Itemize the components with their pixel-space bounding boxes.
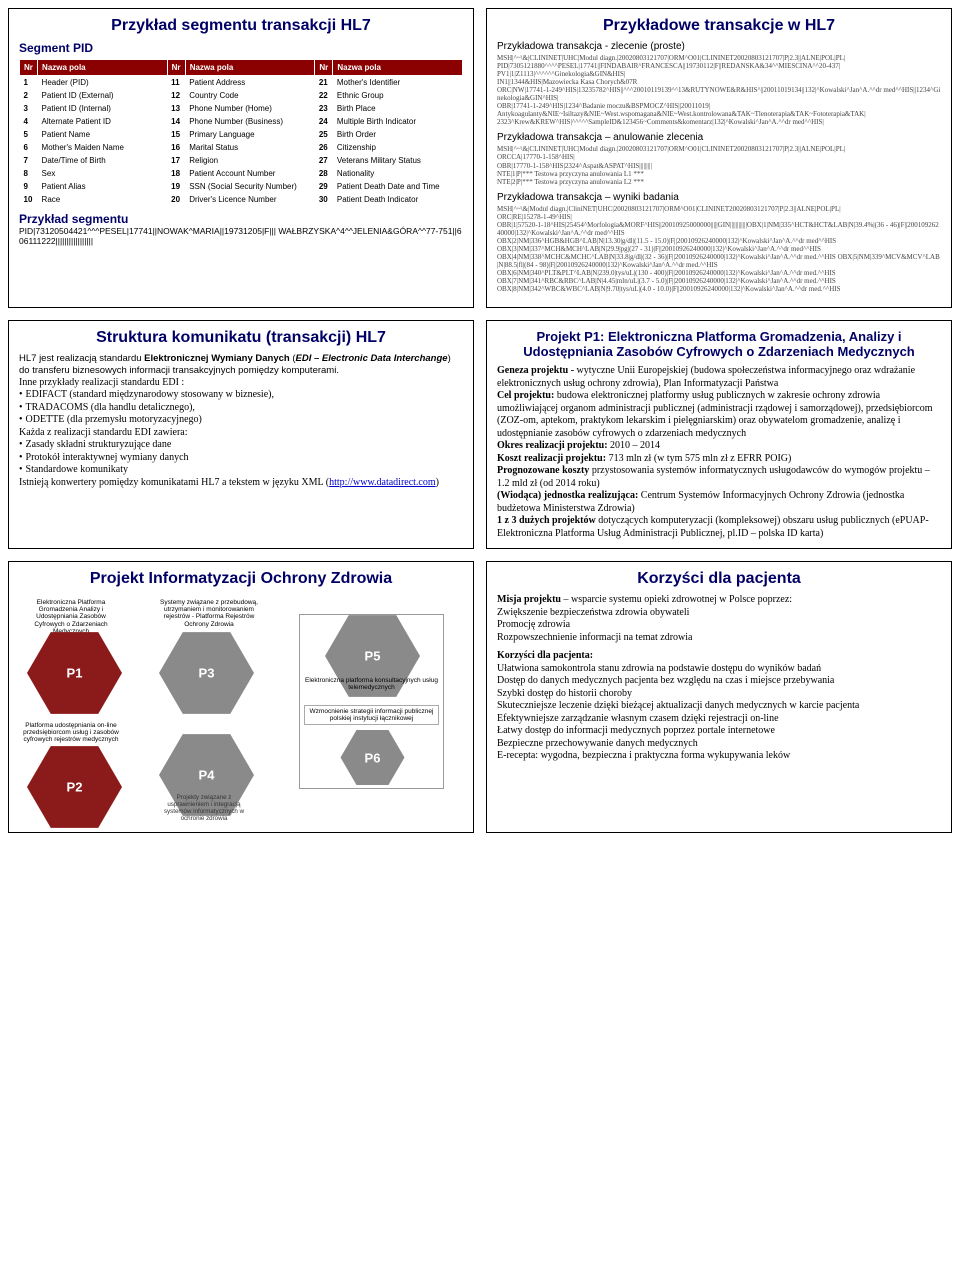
- s3-line2: Inne przykłady realizacji standardu EDI …: [19, 377, 463, 390]
- slide-struktura: Struktura komunikatu (transakcji) HL7 HL…: [8, 320, 474, 549]
- p1-caption: Elektroniczna Platforma Gromadzenia Anal…: [21, 599, 121, 635]
- benefit-line: Rozpowszechnienie informacji na temat zd…: [497, 632, 941, 645]
- benefit-line: Dostęp do danych medycznych pacjenta bez…: [497, 675, 941, 688]
- table-row: 10Race20Driver's Licence Number30Patient…: [20, 193, 463, 206]
- table-row: 6Mother's Maiden Name16Marital Status26C…: [20, 141, 463, 154]
- table-row: 1Header (PID)11Patient Address21Mother's…: [20, 76, 463, 90]
- hexagon-diagram: Elektroniczna Platforma Gromadzenia Anal…: [19, 594, 463, 824]
- p4-caption: Projekty związane z usprawnieniem i inte…: [159, 794, 249, 822]
- slide-projekt-informatyzacji: Projekt Informatyzacji Ochrony Zdrowia E…: [8, 561, 474, 833]
- p6-caption: Wzmocnienie strategii informacji publicz…: [304, 705, 439, 725]
- list-item: ODETTE (dla przemysłu motoryzacyjnego): [19, 414, 463, 427]
- seg-example-label: Przykład segmentu: [19, 212, 128, 226]
- p3-caption: Systemy związane z przebudową, utrzymani…: [154, 599, 264, 628]
- benefit-line: Zwiększenie bezpieczeństwa zdrowia obywa…: [497, 607, 941, 620]
- slide1-subtitle: Segment PID: [19, 41, 463, 55]
- table-header: Nazwa pola: [185, 60, 315, 76]
- benefit-line: Bezpieczne przechowywanie danych medyczn…: [497, 738, 941, 751]
- benefit-line: Łatwy dostęp do informacji medycznych po…: [497, 725, 941, 738]
- list-item: Protokół interaktywnej wymiany danych: [19, 452, 463, 465]
- hex-p4: P4 Projekty związane z usprawnieniem i i…: [159, 734, 254, 816]
- benefit-line: Szybki dostęp do historii choroby: [497, 688, 941, 701]
- slide-projekt-p1: Projekt P1: Elektroniczna Platforma Grom…: [486, 320, 952, 549]
- slide3-title: Struktura komunikatu (transakcji) HL7: [19, 329, 463, 347]
- hex-p1: P1: [27, 632, 122, 714]
- benefit-line: E-recepta: wygodna, bezpieczna i praktyc…: [497, 750, 941, 763]
- t2-code: MSH|^~\&|CLININET|UHC|Modul diagn.|20020…: [497, 145, 941, 185]
- t2-label: Przykładowa transakcja – anulowanie zlec…: [497, 132, 941, 143]
- list-item: Zasady składni strukturyzujące dane: [19, 439, 463, 452]
- hex-p6: P6: [325, 730, 420, 785]
- slide6-title: Korzyści dla pacjenta: [497, 570, 941, 588]
- slide2-title: Przykładowe transakcje w HL7: [497, 17, 941, 35]
- table-row: 4Alternate Patient ID14Phone Number (Bus…: [20, 115, 463, 128]
- table-row: 7Date/Time of Birth17Religion27Veterans …: [20, 154, 463, 167]
- table-header: Nr: [20, 60, 38, 76]
- table-header: Nazwa pola: [38, 60, 168, 76]
- benefit-line: Efektywniejsze zarządzanie własnym czase…: [497, 713, 941, 726]
- slide1-title: Przykład segmentu transakcji HL7: [19, 17, 463, 35]
- slide5-title: Projekt Informatyzacji Ochrony Zdrowia: [19, 570, 463, 588]
- hex-p2: P2: [27, 746, 122, 828]
- list-item: EDIFACT (standard międzynarodowy stosowa…: [19, 389, 463, 402]
- p5-p6-box: P5 Elektroniczna platforma konsultacyjny…: [299, 614, 444, 789]
- table-row: 5Patient Name15Primary Language25Birth O…: [20, 128, 463, 141]
- slide4-title: Projekt P1: Elektroniczna Platforma Grom…: [497, 329, 941, 359]
- pid-table: NrNazwa polaNrNazwa polaNrNazwa pola 1He…: [19, 59, 463, 206]
- seg-example-text: PID|73120504421^^^PESEL|17741||NOWAK^MAR…: [19, 226, 462, 246]
- table-header: Nr: [315, 60, 333, 76]
- t1-code: MSH|^~\&|CLININET|UHC|Modul diagn.|20020…: [497, 54, 941, 126]
- slide-sample-transactions: Przykładowe transakcje w HL7 Przykładowa…: [486, 8, 952, 308]
- list-item: Standardowe komunikaty: [19, 464, 463, 477]
- benefit-line: Promocję zdrowia: [497, 619, 941, 632]
- hex-p3: P3: [159, 632, 254, 714]
- slide-segment-pid: Przykład segmentu transakcji HL7 Segment…: [8, 8, 474, 308]
- t3-code: MSH|^~\&|Modul diagn.|CliniNET|UHC|20020…: [497, 205, 941, 294]
- p5-caption: Elektroniczna platforma konsultacyjnych …: [304, 677, 439, 691]
- table-row: 9Patient Alias19SSN (Social Security Num…: [20, 180, 463, 193]
- s3-lead: HL7 jest realizacją standardu Elektronic…: [19, 353, 451, 376]
- table-row: 8Sex18Patient Account Number28Nationalit…: [20, 167, 463, 180]
- benefit-line: Skuteczniejsze leczenie dzięki bieżącej …: [497, 700, 941, 713]
- t1-label: Przykładowa transakcja - zlecenie (prost…: [497, 41, 941, 52]
- slide3-body: HL7 jest realizacją standardu Elektronic…: [19, 353, 463, 489]
- p2-caption: Platforma udostępniania on-line przedsię…: [21, 722, 121, 743]
- list-item: TRADACOMS (dla handlu detalicznego),: [19, 402, 463, 415]
- table-header: Nazwa pola: [333, 60, 463, 76]
- table-header: Nr: [167, 60, 185, 76]
- slide4-body: Geneza projektu - wytyczne Unii Europejs…: [497, 365, 941, 540]
- table-row: 2Patient ID (External)12Country Code22Et…: [20, 89, 463, 102]
- t3-label: Przykładowa transakcja – wyniki badania: [497, 192, 941, 203]
- benefit-line: Ułatwiona samokontrola stanu zdrowia na …: [497, 663, 941, 676]
- s3-line4: Istnieją konwertery pomiędzy komunikatam…: [19, 477, 463, 490]
- segment-example: Przykład segmentu PID|73120504421^^^PESE…: [19, 212, 463, 246]
- slide6-body: Misja projektu – wsparcie systemu opieki…: [497, 594, 941, 763]
- datadirect-link[interactable]: http://www.datadirect.com: [329, 477, 436, 488]
- table-row: 3Patient ID (Internal)13Phone Number (Ho…: [20, 102, 463, 115]
- s3-line3: Każda z realizacji standardu EDI zawiera…: [19, 427, 463, 440]
- slide-korzysci: Korzyści dla pacjenta Misja projektu – w…: [486, 561, 952, 833]
